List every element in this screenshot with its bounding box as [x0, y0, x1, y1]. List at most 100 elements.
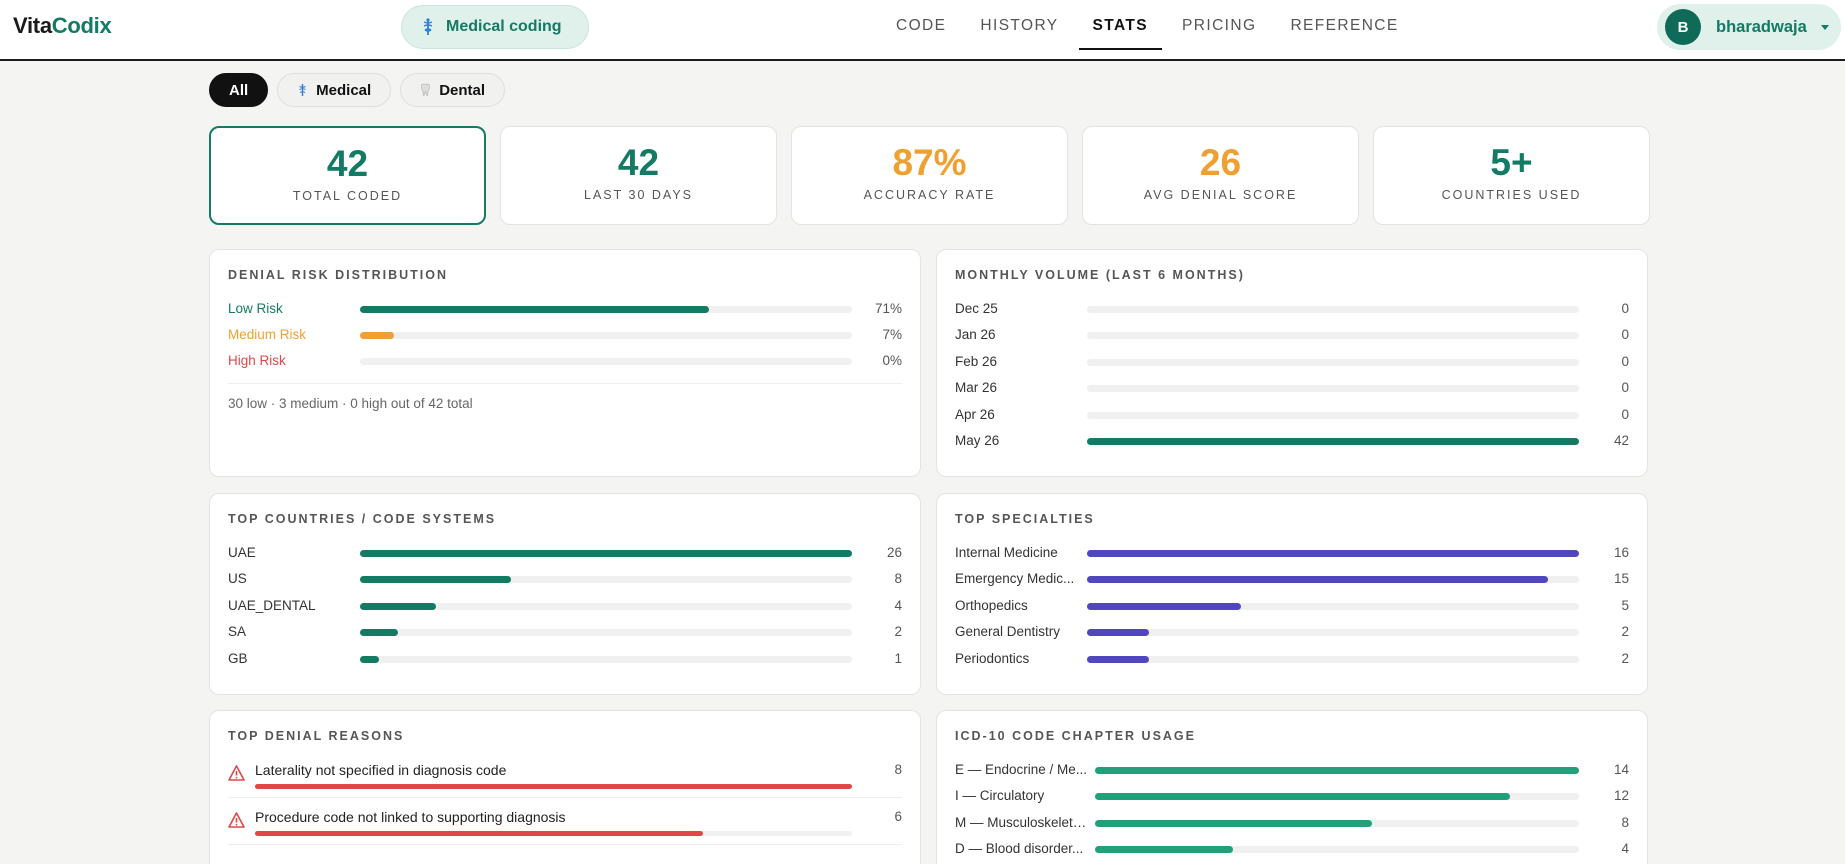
risk-label: Low Risk	[228, 301, 283, 316]
icd-chapter-row: I — Circulatory 12	[955, 786, 1629, 806]
nav-pricing[interactable]: PRICING	[1182, 17, 1257, 34]
risk-bar-track	[360, 358, 852, 365]
icd-chapter-row: E — Endocrine / Me... 14	[955, 760, 1629, 780]
month-bar-track	[1087, 411, 1579, 419]
risk-value: 7%	[882, 327, 902, 342]
nav-code[interactable]: CODE	[896, 17, 947, 34]
month-bar-track	[1087, 385, 1579, 393]
country-value: 2	[894, 624, 902, 640]
specialty-bar-track	[1087, 629, 1579, 637]
month-value: 0	[1621, 380, 1629, 396]
specialty-bar-fill	[1087, 602, 1241, 610]
icd-chapter-label: I — Circulatory	[955, 788, 1045, 804]
risk-bar-fill	[360, 306, 710, 313]
warning-icon	[228, 765, 245, 781]
country-bar-track	[360, 655, 852, 663]
icd-chapter-bar-track	[1095, 846, 1579, 854]
kpi-value: 5+	[1490, 142, 1533, 183]
month-bar-track	[1087, 306, 1579, 313]
specialty-value: 15	[1613, 571, 1629, 587]
denial-reason-bar-track	[255, 784, 852, 789]
month-value: 0	[1621, 301, 1629, 316]
icd-chapter-value: 12	[1613, 788, 1629, 804]
specialty-bar-track	[1087, 576, 1579, 584]
month-label: Mar 26	[955, 380, 998, 396]
filter-dental[interactable]: Dental	[400, 73, 506, 107]
filter-all[interactable]: All	[209, 73, 269, 107]
icd-chapter-bar-fill	[1095, 819, 1372, 827]
specialty-value: 2	[1621, 650, 1629, 666]
country-label: SA	[228, 624, 247, 640]
kpi-avg-denial-score[interactable]: 26 AVG DENIAL SCORE	[1082, 126, 1359, 225]
main-nav: CODE HISTORY STATS PRICING REFERENCE	[882, 0, 1419, 50]
month-label: Feb 26	[955, 353, 998, 369]
panel-monthly-volume: MONTHLY VOLUME (LAST 6 MONTHS) Dec 25 0 Ja…	[936, 249, 1648, 477]
filter-medical[interactable]: Medical	[277, 73, 392, 107]
country-row: UAE 26	[228, 543, 902, 563]
warning-icon	[228, 812, 245, 828]
specialty-bar-fill	[1087, 655, 1149, 663]
panel-title: ICD-10 CODE CHAPTER USAGE	[955, 729, 1196, 743]
kpi-value: 87%	[892, 142, 967, 183]
panel-top-denial-reasons: TOP DENIAL REASONS Laterality not specif…	[209, 710, 921, 864]
month-row: Mar 26 0	[955, 378, 1629, 398]
kpi-total-coded[interactable]: 42 TOTAL CODED	[209, 126, 486, 225]
specialty-label: Emergency Medic...	[955, 571, 1075, 587]
panel-icd10-chapters: ICD-10 CODE CHAPTER USAGE E — Endocrine …	[936, 710, 1648, 864]
divider	[228, 797, 902, 798]
kpi-label: COUNTRIES USED	[1441, 188, 1582, 202]
risk-bar-track	[360, 306, 852, 313]
denial-reason-row: Laterality not specified in diagnosis co…	[228, 760, 902, 798]
specialty-bar-track	[1087, 550, 1579, 557]
specialty-row: General Dentistry 2	[955, 622, 1629, 642]
risk-label: High Risk	[228, 353, 286, 368]
specialty-row: Internal Medicine 16	[955, 543, 1629, 563]
specialty-row: Emergency Medic... 15	[955, 569, 1629, 589]
nav-history[interactable]: HISTORY	[980, 17, 1059, 34]
divider	[228, 844, 902, 845]
user-name: bharadwaja	[1716, 17, 1807, 36]
kpi-label: AVG DENIAL SCORE	[1143, 188, 1298, 202]
country-value: 8	[894, 571, 902, 587]
country-label: GB	[228, 650, 248, 666]
country-label: UAE_DENTAL	[228, 597, 316, 613]
caduceus-icon	[423, 18, 433, 35]
kpi-value: 42	[617, 142, 660, 183]
specialty-label: Orthopedics	[955, 597, 1028, 613]
kpi-accuracy-rate[interactable]: 87% ACCURACY RATE	[791, 126, 1068, 225]
tooth-icon	[421, 83, 431, 96]
divider	[228, 383, 902, 384]
country-bar-track	[360, 629, 852, 637]
panel-top-countries: TOP COUNTRIES / CODE SYSTEMS UAE 26 US 8 UAE…	[209, 493, 921, 695]
panel-title: TOP DENIAL REASONS	[228, 729, 405, 743]
icd-chapter-bar-fill	[1095, 793, 1510, 801]
icd-chapter-label: D — Blood disorder...	[955, 841, 1084, 857]
top-bar: VitaCodix Medical coding CODE HISTORY ST…	[0, 0, 1845, 61]
denial-reason-label: Laterality not specified in diagnosis co…	[255, 762, 507, 778]
filter-chips: All Medical Dental	[209, 73, 506, 107]
month-value: 0	[1621, 353, 1629, 369]
risk-label: Medium Risk	[228, 327, 307, 342]
nav-reference[interactable]: REFERENCE	[1290, 17, 1399, 34]
country-bar-fill	[360, 602, 436, 610]
denial-reason-bar-fill	[255, 831, 703, 836]
country-bar-track	[360, 602, 852, 610]
kpi-countries-used[interactable]: 5+ COUNTRIES USED	[1373, 126, 1650, 225]
month-row: Feb 26 0	[955, 352, 1629, 372]
country-bar-track	[360, 550, 852, 557]
month-row: May 26 42	[955, 431, 1629, 451]
country-row: UAE_DENTAL 4	[228, 596, 902, 616]
nav-stats[interactable]: STATS	[1078, 0, 1163, 50]
icd-chapter-value: 4	[1621, 841, 1629, 857]
mode-selector-button[interactable]: Medical coding	[401, 5, 589, 49]
specialty-value: 16	[1613, 545, 1629, 560]
kpi-last-30-days[interactable]: 42 LAST 30 DAYS	[500, 126, 777, 225]
denial-reason-value: 8	[894, 762, 902, 777]
panel-title: DENIAL RISK DISTRIBUTION	[228, 268, 448, 282]
denial-reason-value: 6	[894, 809, 902, 824]
caduceus-icon	[299, 84, 306, 96]
specialty-value: 5	[1621, 597, 1629, 613]
user-menu-button[interactable]: B bharadwaja	[1657, 4, 1841, 50]
app-logo[interactable]: VitaCodix	[13, 13, 112, 38]
month-row: Apr 26 0	[955, 405, 1629, 425]
